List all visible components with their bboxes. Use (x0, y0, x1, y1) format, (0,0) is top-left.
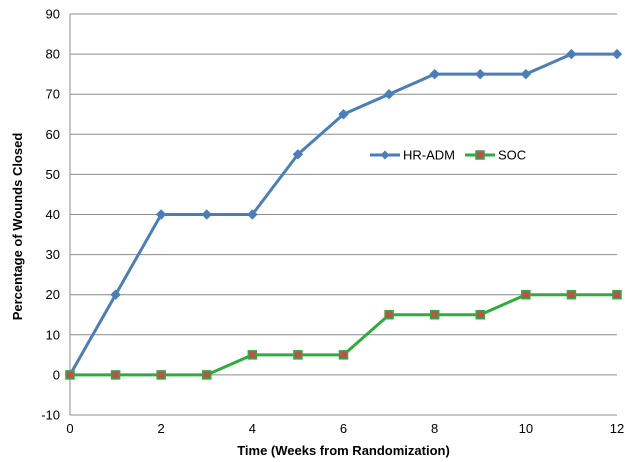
x-tick-label: 6 (340, 421, 347, 436)
data-point (612, 289, 622, 300)
legend: HR-ADM SOC (370, 148, 526, 163)
data-point (566, 289, 577, 300)
x-axis-label: Time (Weeks from Randomization) (237, 443, 450, 458)
data-point (293, 350, 303, 360)
data-point (338, 109, 349, 120)
x-tick-label: 2 (158, 421, 165, 436)
y-tick-label: 90 (46, 7, 60, 22)
data-point (566, 48, 577, 60)
y-tick-label: 10 (46, 327, 60, 342)
data-point (429, 310, 440, 320)
y-tick-label: 80 (46, 47, 60, 62)
data-point (65, 370, 75, 380)
data-point (202, 370, 212, 380)
data-point (383, 88, 395, 100)
y-tick-label: 40 (46, 207, 60, 222)
x-tick-label: 12 (610, 421, 624, 436)
data-point (155, 209, 167, 220)
legend-label: SOC (498, 148, 526, 163)
legend-marker (380, 150, 390, 160)
legend-marker (475, 150, 485, 160)
data-point (247, 209, 258, 220)
x-tick-labels: 0 2 4 6 8 10 12 (66, 421, 624, 436)
y-tick-label: -10 (41, 408, 60, 423)
data-point (475, 310, 485, 320)
data-point (110, 289, 121, 300)
y-axis-label: Percentage of Wounds Closed (10, 133, 25, 321)
data-point (611, 48, 623, 60)
y-tick-label: 20 (46, 287, 60, 302)
data-point (475, 68, 486, 80)
y-tick-label: 70 (46, 87, 60, 102)
data-point (520, 68, 532, 80)
data-point (247, 350, 258, 360)
y-tick-label: 0 (53, 367, 60, 382)
legend-label: HR-ADM (403, 148, 455, 163)
x-tick-label: 0 (66, 421, 73, 436)
data-point (110, 370, 121, 380)
data-point (384, 310, 394, 320)
data-point (521, 289, 531, 300)
x-tick-label: 10 (519, 421, 533, 436)
data-point (429, 68, 440, 80)
series-markers (64, 48, 623, 381)
y-tick-label: 30 (46, 247, 60, 262)
data-point (338, 350, 349, 360)
x-tick-label: 4 (249, 421, 256, 436)
y-tick-labels: -10 0 10 20 30 40 50 60 70 80 90 (41, 7, 60, 423)
data-point (156, 370, 166, 380)
y-tick-label: 50 (46, 167, 60, 182)
y-tick-label: 60 (46, 127, 60, 142)
legend-item-soc: SOC (465, 148, 526, 163)
data-point (201, 209, 212, 220)
data-point (292, 149, 304, 160)
x-tick-label: 8 (431, 421, 438, 436)
legend-item-hr-adm: HR-ADM (370, 148, 455, 163)
